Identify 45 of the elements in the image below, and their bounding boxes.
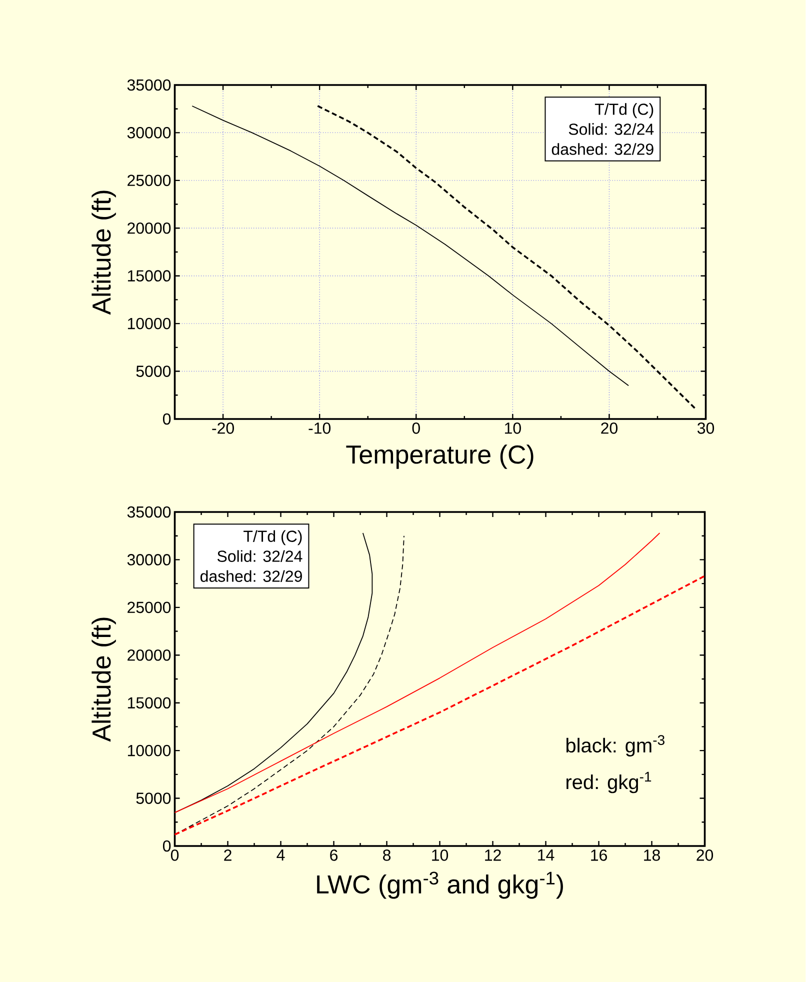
x-tick-label: 10 <box>432 850 448 861</box>
x-tick-label: 6 <box>330 850 338 861</box>
y-tick-label: 20000 <box>128 649 171 661</box>
annotation: black: gm$^{-3}$ <box>566 735 665 757</box>
annotation: dashed: 32/29 <box>552 143 654 155</box>
annotation: dashed: 32/29 <box>200 570 302 582</box>
y-tick-label: 20000 <box>128 222 171 234</box>
x-tick-label: -20 <box>212 422 234 434</box>
y-axis-title: Altitude (ft) <box>92 618 116 742</box>
y-tick-label: 0 <box>163 413 171 425</box>
y-tick-label: 0 <box>163 840 171 852</box>
x-tick-label: 30 <box>698 422 714 434</box>
annotation: red: gkg$^{-1}$ <box>566 772 652 794</box>
y-tick-label: 5000 <box>136 792 171 804</box>
x-tick-label: 8 <box>383 850 391 861</box>
y-tick-label: 35000 <box>127 79 171 91</box>
x-tick-label: 10 <box>505 422 522 434</box>
y-tick-label: 30000 <box>127 127 171 138</box>
annotation: Solid: 32/24 <box>218 550 302 562</box>
x-tick-label: 18 <box>644 850 660 861</box>
y-tick-label: 30000 <box>127 554 171 566</box>
annotation: T/Td (C) <box>595 103 654 118</box>
x-tick-label: 20 <box>696 850 714 861</box>
x-tick-label: 0 <box>412 422 420 434</box>
x-tick-label: 0 <box>171 850 179 861</box>
x-tick-label: -10 <box>308 422 331 434</box>
y-tick-label: 10000 <box>128 318 171 330</box>
x-axis-title: Temperature (C) <box>346 444 534 469</box>
x-tick-label: 4 <box>276 850 285 861</box>
y-tick-label: 15000 <box>128 270 171 282</box>
y-tick-label: 5000 <box>136 366 171 377</box>
annotation: Solid: 32/24 <box>568 123 654 135</box>
annotation: T/Td (C) <box>244 530 302 546</box>
x-tick-label: 2 <box>224 850 232 861</box>
x-axis-title: LWC (gm$^{-3}$ and gkg$^{-1}$) <box>317 872 564 899</box>
y-tick-label: 35000 <box>127 506 171 518</box>
x-tick-label: 20 <box>601 422 618 434</box>
y-tick-label: 25000 <box>128 602 171 614</box>
y-axis-title: Altitude (ft) <box>92 190 116 315</box>
x-tick-label: 16 <box>591 850 608 861</box>
x-tick-label: 12 <box>485 850 501 861</box>
y-tick-label: 15000 <box>128 697 171 709</box>
y-tick-label: 25000 <box>128 174 171 186</box>
x-tick-label: 14 <box>538 850 554 861</box>
y-tick-label: 10000 <box>128 744 171 756</box>
